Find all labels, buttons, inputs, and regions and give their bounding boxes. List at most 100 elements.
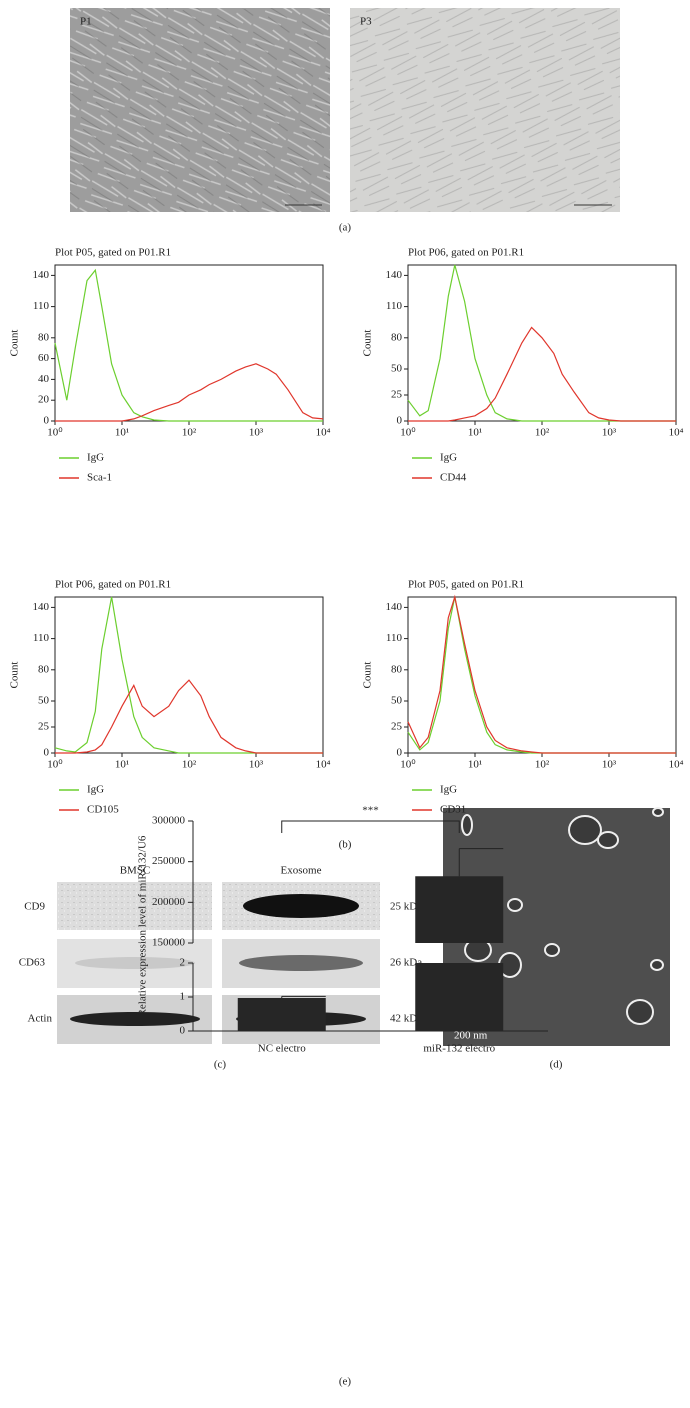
chart-title: Plot P05, gated on P01.R1	[55, 247, 171, 259]
legend-label: IgG	[440, 452, 457, 464]
x-tick-label: 10²	[535, 759, 550, 771]
y-tick-label: 80	[38, 663, 50, 675]
micrograph-label: P1	[80, 16, 92, 28]
histogram-line	[54, 268, 323, 422]
x-tick-label: 10⁴	[669, 427, 684, 439]
y-tick-label: 80	[391, 663, 403, 675]
plot-frame	[407, 264, 677, 422]
blot	[57, 882, 380, 1044]
histogram-line	[407, 594, 676, 754]
histogram-line	[408, 326, 676, 422]
marker-label: Actin	[28, 1013, 53, 1025]
x-tick-label: 10²	[535, 427, 550, 439]
legend-label: Sca-1	[87, 472, 112, 484]
chart-title: Plot P05, gated on P01.R1	[408, 579, 524, 591]
y-tick-label: 150000	[152, 937, 186, 949]
y-tick-label: 110	[33, 632, 50, 644]
y-tick-label: 80	[38, 331, 50, 343]
x-tick-label: 10²	[182, 759, 197, 771]
y-tick-label: 1	[180, 991, 186, 1003]
plot-frame	[54, 596, 324, 754]
micrograph-texture	[350, 8, 620, 212]
y-tick-label: 0	[44, 415, 50, 427]
size-label: 26 kDa	[390, 957, 422, 969]
histogram-line	[55, 363, 324, 422]
legend-label: CD44	[440, 472, 467, 484]
x-tick-label: 10⁰	[47, 427, 63, 439]
legend-label: IgG	[87, 784, 104, 796]
panel-label: (e)	[339, 1376, 352, 1388]
y-tick-label: 50	[391, 363, 403, 375]
y-tick-label: 0	[397, 747, 403, 759]
x-tick-label: 10¹	[115, 759, 129, 771]
y-tick-label: 20	[38, 394, 50, 406]
marker-label: CD9	[24, 901, 45, 913]
histogram-line	[407, 264, 676, 422]
y-tick-label: 25	[391, 389, 403, 401]
y-tick-label: 140	[33, 601, 50, 613]
panel-label: (d)	[550, 1059, 563, 1071]
error-bar	[458, 848, 504, 877]
y-axis-label: Count	[362, 330, 374, 357]
y-tick-label: 110	[33, 300, 50, 312]
y-tick-label: 300000	[152, 815, 186, 827]
y-tick-label: 140	[386, 601, 403, 613]
legend-label: CD105	[87, 804, 119, 816]
legend-label: CD31	[440, 804, 466, 816]
y-axis-label: Count	[362, 662, 374, 689]
plot-frame	[54, 264, 324, 422]
significance-label: ***	[362, 805, 379, 817]
x-tick-label: 10³	[249, 759, 264, 771]
x-tick-label: miR-132 electro	[423, 1043, 495, 1055]
legend-label: IgG	[440, 784, 457, 796]
size-label: 42 kDa	[390, 1013, 422, 1025]
y-tick-label: 25	[38, 721, 50, 733]
x-tick-label: 10²	[182, 427, 197, 439]
chart-title: Plot P06, gated on P01.R1	[55, 579, 171, 591]
y-tick-label: 2	[180, 957, 186, 969]
y-axis-label: Relative expression level of miR-132/U6	[137, 835, 149, 1016]
sample-label: BMSC	[120, 865, 151, 877]
panel-label: (a)	[339, 222, 352, 234]
y-axis-label: Count	[9, 330, 21, 357]
y-tick-label: 60	[38, 352, 50, 364]
histogram-line	[54, 596, 323, 754]
legend-label: IgG	[87, 452, 104, 464]
histogram-line	[55, 679, 323, 754]
scale-bar-label: 200 nm	[454, 1030, 488, 1042]
x-tick-label: 10³	[602, 427, 617, 439]
y-tick-label: 0	[397, 415, 403, 427]
y-tick-label: 80	[391, 331, 403, 343]
x-tick-label: 10³	[602, 759, 617, 771]
x-tick-label: 10¹	[468, 427, 482, 439]
micrograph-texture	[70, 8, 330, 212]
x-tick-label: 10⁰	[47, 759, 63, 771]
bar	[237, 998, 326, 1031]
panel-label: (b)	[339, 839, 352, 851]
sample-label: Exosome	[281, 865, 322, 877]
y-axis-label: Count	[9, 662, 21, 689]
x-tick-label: NC electro	[258, 1043, 306, 1055]
panel-label: (c)	[214, 1059, 227, 1071]
x-tick-label: 10¹	[468, 759, 482, 771]
significance-bracket	[281, 820, 460, 833]
y-tick-label: 140	[386, 269, 403, 281]
y-tick-label: 40	[38, 373, 50, 385]
marker-label: CD63	[19, 957, 46, 969]
size-label: 25 kDa	[390, 901, 422, 913]
y-tick-label: 25	[391, 721, 403, 733]
y-tick-label: 0	[44, 747, 50, 759]
error-bar	[281, 995, 326, 999]
y-tick-label: 110	[386, 632, 403, 644]
y-tick-label: 50	[38, 695, 50, 707]
x-tick-label: 10¹	[115, 427, 129, 439]
bar	[415, 876, 504, 1031]
y-tick-label: 110	[386, 300, 403, 312]
chart-title: Plot P06, gated on P01.R1	[408, 247, 524, 259]
x-tick-label: 10⁰	[400, 759, 416, 771]
y-tick-label: 250000	[152, 855, 186, 867]
x-tick-label: 10³	[249, 427, 264, 439]
y-tick-label: 200000	[152, 896, 186, 908]
x-tick-label: 10⁴	[669, 759, 684, 771]
